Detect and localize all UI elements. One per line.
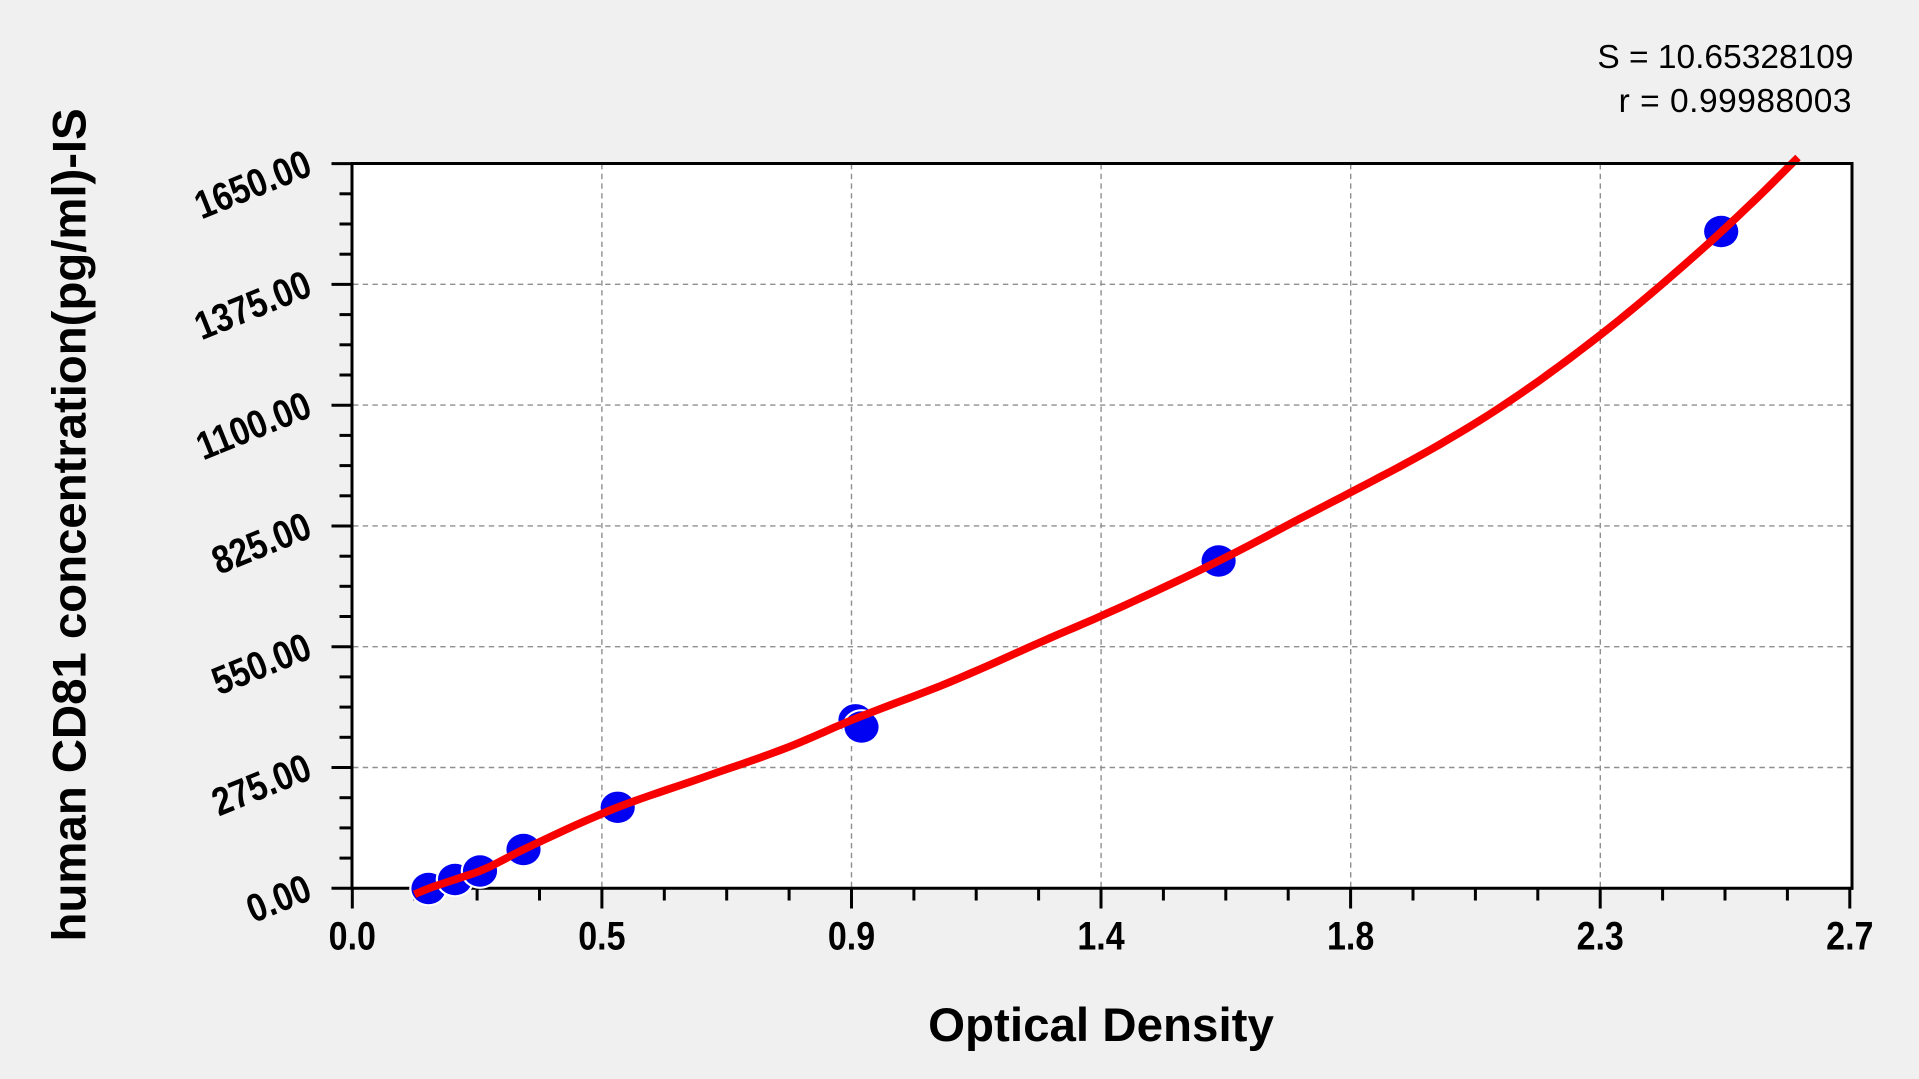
- svg-text:0.5: 0.5: [578, 913, 625, 958]
- svg-text:Optical Density: Optical Density: [928, 999, 1274, 1052]
- svg-text:2.7: 2.7: [1826, 913, 1873, 958]
- svg-text:S = 10.65328109: S = 10.65328109: [1597, 39, 1853, 76]
- svg-text:2.3: 2.3: [1577, 913, 1624, 958]
- svg-text:0.0: 0.0: [329, 913, 376, 958]
- svg-text:0.9: 0.9: [828, 913, 875, 958]
- svg-text:1.8: 1.8: [1327, 913, 1374, 958]
- svg-text:human CD81 concentration(pg/ml: human CD81 concentration(pg/ml)-IS: [43, 108, 96, 941]
- svg-text:r = 0.99988003: r = 0.99988003: [1619, 83, 1852, 120]
- svg-text:1.4: 1.4: [1077, 913, 1125, 958]
